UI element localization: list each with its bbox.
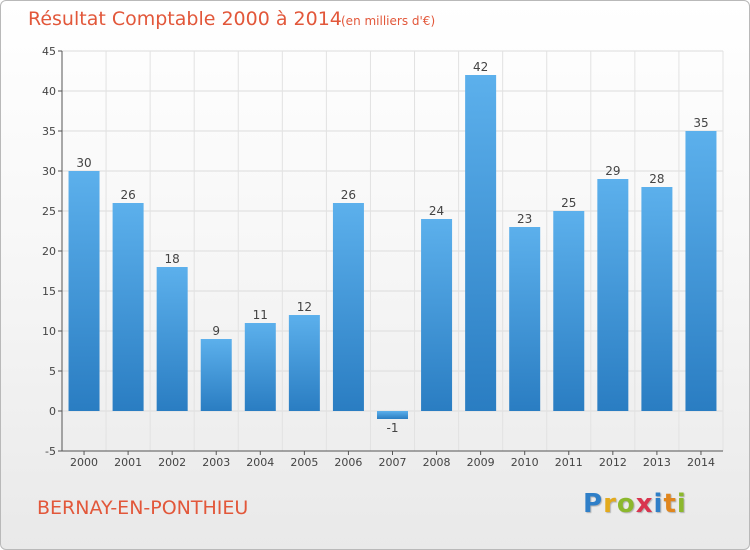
y-tick-label: 10 — [42, 325, 56, 338]
bar-2005[interactable] — [288, 315, 320, 411]
y-tick-label: 40 — [42, 85, 56, 98]
data-label-2002: 18 — [165, 252, 180, 266]
data-label-2009: 42 — [473, 60, 488, 74]
x-tick-label: 2012 — [599, 456, 627, 469]
x-tick-label: 2006 — [334, 456, 362, 469]
logo-letter: P — [583, 489, 604, 519]
bar-2000[interactable] — [68, 171, 100, 411]
data-label-2014: 35 — [693, 116, 708, 130]
bar-2010[interactable] — [509, 227, 541, 411]
data-label-2008: 24 — [429, 204, 444, 218]
y-tick-label: 35 — [42, 125, 56, 138]
x-tick-label: 2007 — [379, 456, 407, 469]
x-tick-label: 2010 — [511, 456, 539, 469]
y-tick-label: 30 — [42, 165, 56, 178]
logo-letter: t — [663, 489, 677, 519]
x-tick-label: 2001 — [114, 456, 142, 469]
bar-2011[interactable] — [553, 211, 585, 411]
bar-2012[interactable] — [597, 179, 629, 411]
data-label-2004: 11 — [253, 308, 268, 322]
town-name: BERNAY-EN-PONTHIEU — [37, 497, 249, 519]
y-tick-label: 45 — [42, 45, 56, 58]
y-tick-label: 0 — [49, 405, 56, 418]
x-tick-label: 2008 — [423, 456, 451, 469]
bar-2013[interactable] — [641, 187, 673, 411]
bar-2008[interactable] — [421, 219, 453, 411]
bar-2009[interactable] — [465, 75, 497, 411]
y-tick-label: 20 — [42, 245, 56, 258]
data-label-2013: 28 — [649, 172, 664, 186]
x-tick-label: 2013 — [643, 456, 671, 469]
y-tick-label: 5 — [49, 365, 56, 378]
data-label-2005: 12 — [297, 300, 312, 314]
x-tick-label: 2000 — [70, 456, 98, 469]
data-label-2011: 25 — [561, 196, 576, 210]
bar-2006[interactable] — [332, 203, 364, 411]
x-tick-label: 2009 — [467, 456, 495, 469]
bar-2014[interactable] — [685, 131, 717, 411]
bar-2002[interactable] — [156, 267, 188, 411]
x-tick-label: 2004 — [246, 456, 274, 469]
logo-letter: x — [635, 489, 654, 519]
x-tick-label: 2005 — [290, 456, 318, 469]
proxiti-logo[interactable]: Proxiti — [583, 489, 687, 519]
axes: -5 0 5 10 15 20 25 30 35 40 45 2000 2001 2002 2003 2004… — [42, 45, 723, 469]
y-tick-label: -5 — [45, 445, 56, 458]
data-label-2006: 26 — [341, 188, 356, 202]
data-label-2001: 26 — [120, 188, 135, 202]
data-label-2000: 30 — [76, 156, 91, 170]
data-label-2003: 9 — [212, 324, 220, 338]
bars — [68, 75, 717, 419]
chart-title: Résultat Comptable 2000 à 2014 — [28, 8, 342, 30]
bar-2001[interactable] — [112, 203, 144, 411]
bar-2003[interactable] — [200, 339, 232, 411]
data-label-2007: -1 — [387, 421, 399, 435]
x-tick-label: 2014 — [687, 456, 715, 469]
data-label-2010: 23 — [517, 212, 532, 226]
bar-2004[interactable] — [244, 323, 276, 411]
y-tick-label: 15 — [42, 285, 56, 298]
data-label-2012: 29 — [605, 164, 620, 178]
data-labels: 30 26 18 9 11 12 26 -1 24 42 23 25 29 28 35 — [76, 60, 708, 435]
x-tick-label: 2002 — [158, 456, 186, 469]
logo-letter: i — [653, 489, 664, 519]
logo-letter: i — [676, 489, 687, 519]
x-tick-label: 2011 — [555, 456, 583, 469]
logo-letter: r — [603, 489, 617, 519]
x-tick-label: 2003 — [202, 456, 230, 469]
bar-2007[interactable] — [377, 411, 408, 419]
chart-unit-label: (en milliers d'€) — [341, 14, 436, 28]
y-tick-label: 25 — [42, 205, 56, 218]
logo-letter: o — [616, 489, 636, 519]
